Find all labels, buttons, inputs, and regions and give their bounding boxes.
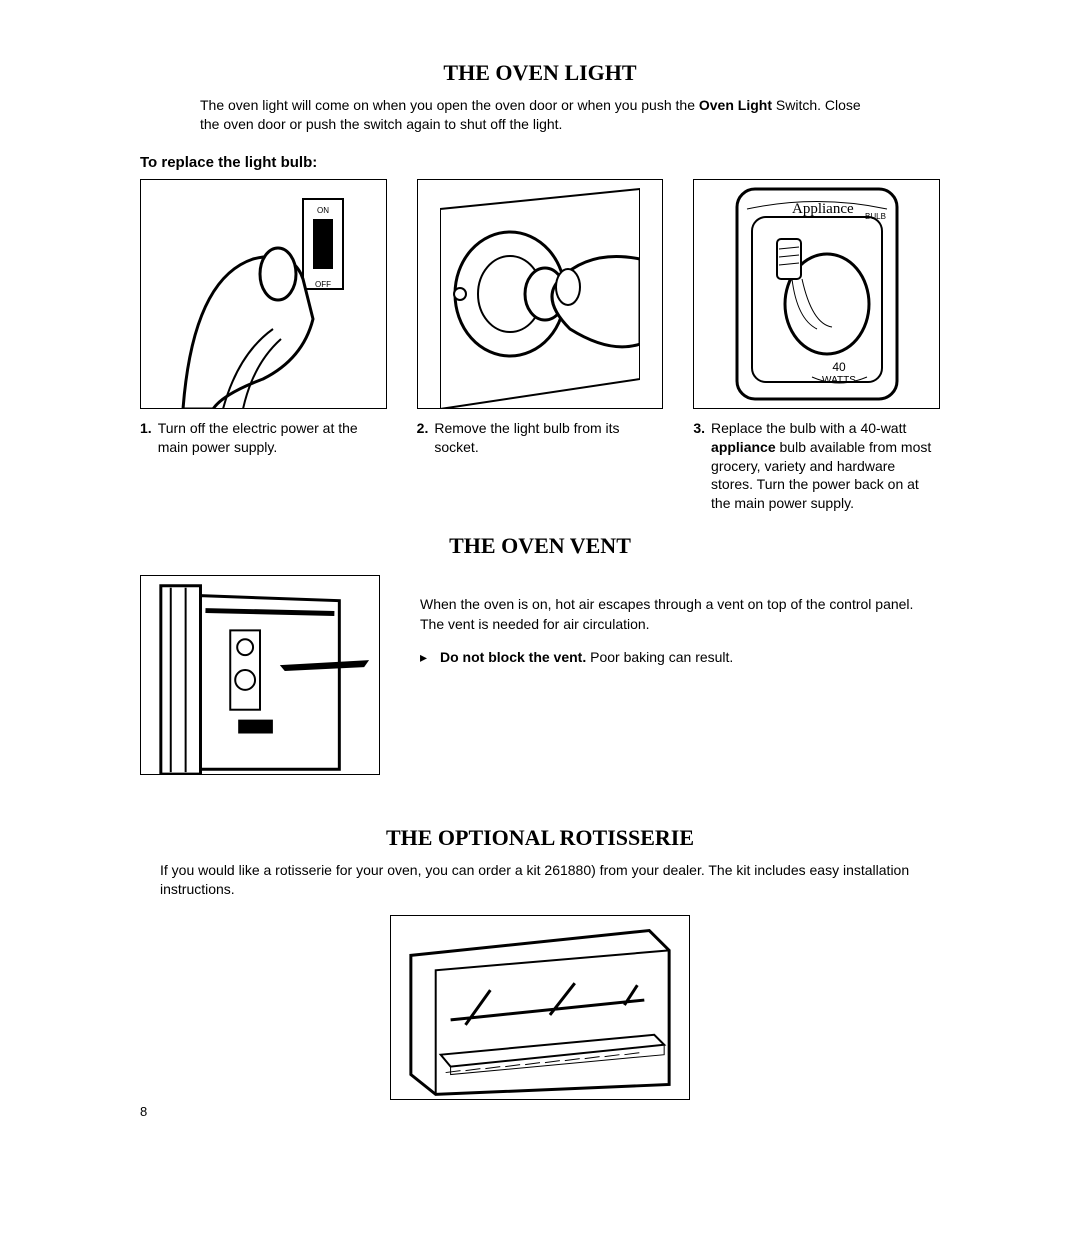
- vent-illustration: [140, 575, 380, 775]
- intro-pre: The oven light will come on when you ope…: [200, 97, 699, 113]
- step-3-col: Appliance BULB 40 WATTS 3. Replace the b…: [693, 179, 940, 513]
- vent-warn-bold: Do not block the vent.: [440, 649, 586, 665]
- s3-pre: Replace the bulb with a 40-watt: [711, 420, 906, 436]
- vent-text: When the oven is on, hot air escapes thr…: [420, 575, 940, 682]
- step-3: 3. Replace the bulb with a 40-watt appli…: [693, 419, 940, 513]
- oven-light-intro: The oven light will come on when you ope…: [200, 96, 880, 134]
- s3-bold: appliance: [711, 439, 776, 455]
- svg-text:BULB: BULB: [865, 212, 886, 221]
- vent-warn-rest: Poor baking can result.: [586, 649, 733, 665]
- rotisserie-illustration: [390, 915, 690, 1100]
- step-1-col: ON OFF 1. Turn off the electric power at…: [140, 179, 387, 513]
- vent-title-row: THE OVEN VENT: [140, 533, 940, 567]
- step-2-text: Remove the light bulb from its socket.: [434, 419, 663, 457]
- vent-warning: ▸Do not block the vent. Poor baking can …: [420, 648, 940, 668]
- vent-row: When the oven is on, hot air escapes thr…: [140, 575, 940, 775]
- step-2-col: 2. Remove the light bulb from its socket…: [417, 179, 664, 513]
- steps-row: ON OFF 1. Turn off the electric power at…: [140, 179, 940, 513]
- step-2-illustration: [417, 179, 664, 409]
- rotisserie-text: If you would like a rotisserie for your …: [160, 861, 920, 899]
- svg-text:ON: ON: [317, 206, 329, 215]
- svg-text:Appliance: Appliance: [792, 201, 854, 217]
- step-1-text: Turn off the electric power at the main …: [158, 419, 387, 457]
- step-2: 2. Remove the light bulb from its socket…: [417, 419, 664, 457]
- rotisserie-title: THE OPTIONAL ROTISSERIE: [140, 825, 940, 851]
- step-1-illustration: ON OFF: [140, 179, 387, 409]
- step-3-text: Replace the bulb with a 40-watt applianc…: [711, 419, 940, 513]
- svg-text:WATTS: WATTS: [822, 375, 856, 386]
- step-2-num: 2.: [417, 419, 429, 457]
- svg-text:40: 40: [832, 360, 846, 374]
- page-number: 8: [140, 1104, 147, 1119]
- oven-vent-title: THE OVEN VENT: [449, 533, 631, 559]
- step-3-num: 3.: [693, 419, 705, 513]
- replace-heading: To replace the light bulb:: [140, 154, 940, 171]
- vent-para1: When the oven is on, hot air escapes thr…: [420, 595, 940, 634]
- intro-bold: Oven Light: [699, 97, 772, 113]
- step-1: 1. Turn off the electric power at the ma…: [140, 419, 387, 457]
- step-1-num: 1.: [140, 419, 152, 457]
- svg-text:OFF: OFF: [315, 280, 331, 289]
- step-3-illustration: Appliance BULB 40 WATTS: [693, 179, 940, 409]
- oven-light-title: THE OVEN LIGHT: [140, 60, 940, 86]
